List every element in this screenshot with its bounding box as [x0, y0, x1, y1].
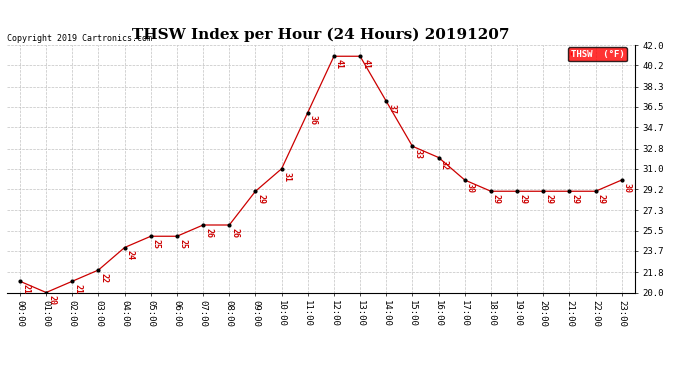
Text: 30: 30 [623, 183, 632, 193]
Text: 26: 26 [230, 228, 239, 238]
Text: 32: 32 [440, 160, 449, 170]
Text: 33: 33 [413, 149, 422, 159]
Text: 29: 29 [571, 194, 580, 204]
Text: 20: 20 [47, 295, 56, 305]
Text: 41: 41 [335, 59, 344, 69]
Text: 26: 26 [204, 228, 213, 238]
Text: 30: 30 [466, 183, 475, 193]
Text: 29: 29 [492, 194, 501, 204]
Title: THSW Index per Hour (24 Hours) 20191207: THSW Index per Hour (24 Hours) 20191207 [132, 28, 510, 42]
Text: 21: 21 [21, 284, 30, 294]
Text: 29: 29 [597, 194, 606, 204]
Text: 25: 25 [152, 239, 161, 249]
Text: 31: 31 [283, 171, 292, 182]
Text: 41: 41 [361, 59, 370, 69]
Text: 25: 25 [178, 239, 187, 249]
Text: 24: 24 [126, 250, 135, 260]
Text: 22: 22 [99, 273, 108, 283]
Text: 36: 36 [309, 115, 318, 125]
Legend: THSW  (°F): THSW (°F) [568, 47, 627, 62]
Text: Copyright 2019 Cartronics.com: Copyright 2019 Cartronics.com [7, 33, 152, 42]
Text: 29: 29 [544, 194, 553, 204]
Text: 29: 29 [518, 194, 527, 204]
Text: 37: 37 [387, 104, 396, 114]
Text: 21: 21 [73, 284, 82, 294]
Text: 29: 29 [257, 194, 266, 204]
